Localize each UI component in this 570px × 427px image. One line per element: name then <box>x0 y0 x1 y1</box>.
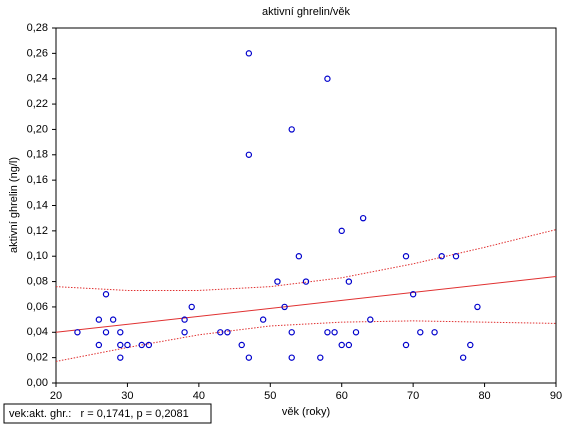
x-tick-label: 50 <box>264 390 276 402</box>
point <box>245 151 253 158</box>
point <box>117 341 124 349</box>
y-tick-label: 0,20 <box>27 123 48 135</box>
point <box>217 329 224 336</box>
point <box>102 329 110 336</box>
y-tick-label: 0,14 <box>27 199 48 211</box>
x-axis-label: věk (roky) <box>282 406 330 418</box>
point <box>245 354 253 361</box>
point <box>402 341 410 349</box>
point <box>302 278 310 285</box>
point <box>295 253 303 260</box>
point <box>367 316 374 323</box>
point <box>438 253 445 260</box>
point <box>181 329 188 336</box>
point <box>352 329 360 336</box>
point <box>259 316 267 323</box>
point <box>138 341 145 349</box>
y-tick-label: 0,10 <box>27 250 48 262</box>
point <box>474 303 481 311</box>
point <box>345 341 353 349</box>
y-tick-label: 0,22 <box>27 98 48 110</box>
point <box>238 341 245 349</box>
point <box>409 291 417 298</box>
point <box>338 341 345 349</box>
point <box>117 329 124 336</box>
y-tick-label: 0,12 <box>27 225 48 237</box>
y-tick-label: 0,26 <box>27 47 48 59</box>
point <box>417 329 424 336</box>
annotation: vek:akt. ghr.: r = 0,1741, p = 0,2081 <box>9 408 189 420</box>
y-tick-label: 0,28 <box>27 22 48 34</box>
x-tick-label: 30 <box>121 390 133 402</box>
point <box>224 329 231 336</box>
y-tick-label: 0,08 <box>27 275 48 287</box>
x-tick-label: 40 <box>193 390 205 402</box>
point <box>345 278 353 285</box>
point <box>467 341 474 349</box>
y-tick-label: 0,18 <box>27 149 48 161</box>
x-tick-label: 90 <box>550 390 562 402</box>
y-tick-label: 0,00 <box>27 377 48 389</box>
point <box>95 341 103 349</box>
point <box>288 354 295 361</box>
point <box>317 354 324 361</box>
point <box>102 291 110 298</box>
point <box>431 329 438 336</box>
point <box>95 316 103 323</box>
point <box>324 75 331 82</box>
point <box>331 329 338 336</box>
point <box>188 303 195 311</box>
point <box>145 341 153 349</box>
x-tick-label: 60 <box>336 390 348 402</box>
x-tick-label: 20 <box>50 390 62 402</box>
point <box>274 278 281 285</box>
y-tick-label: 0,24 <box>27 73 48 85</box>
regression-line <box>55 276 557 333</box>
confidence-band <box>55 229 557 291</box>
point <box>402 253 410 260</box>
point <box>288 126 295 133</box>
point <box>324 329 331 336</box>
annotation-box <box>3 403 212 424</box>
point <box>181 316 188 323</box>
point <box>74 329 81 336</box>
point <box>359 214 367 222</box>
point <box>452 253 460 260</box>
point <box>281 303 288 311</box>
x-tick-label: 80 <box>478 390 490 402</box>
x-tick-label: 70 <box>407 390 419 402</box>
point <box>459 354 467 361</box>
point <box>117 354 124 361</box>
point <box>338 227 345 235</box>
point <box>109 316 117 323</box>
point <box>288 329 295 336</box>
y-tick-label: 0,04 <box>27 326 48 338</box>
y-tick-label: 0,16 <box>27 174 48 186</box>
point <box>124 341 131 349</box>
point <box>245 50 253 57</box>
chart-title: aktivní ghrelin/věk <box>262 6 351 18</box>
y-tick-label: 0,06 <box>27 301 48 313</box>
y-tick-label: 0,02 <box>27 352 48 364</box>
y-axis-label: aktivní ghrelin (ng/l) <box>8 157 20 253</box>
